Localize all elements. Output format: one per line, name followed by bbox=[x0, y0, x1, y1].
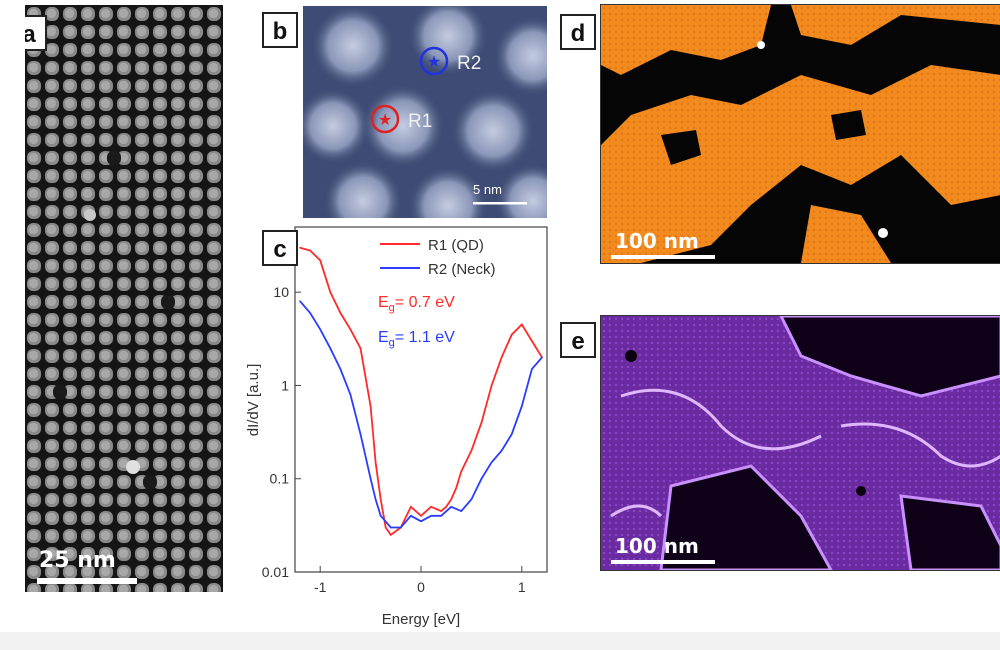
data-point bbox=[460, 510, 463, 512]
panel-d-label-box: d bbox=[560, 14, 596, 50]
data-point bbox=[319, 328, 321, 331]
data-point bbox=[359, 347, 362, 350]
panel-e-scale-bar bbox=[611, 560, 715, 564]
marker-r1: ★ R1 bbox=[370, 104, 432, 134]
panel-e-image: e 100 nm bbox=[600, 315, 1000, 571]
data-point bbox=[389, 534, 392, 536]
legend: R1 (QD) R2 (Neck) bbox=[380, 237, 496, 278]
panel-a-label: a bbox=[25, 15, 47, 51]
data-point bbox=[374, 498, 377, 501]
panel-a-scale-label: 25 nm bbox=[39, 548, 116, 573]
data-point bbox=[445, 506, 447, 508]
y-tick-label: 0.1 bbox=[270, 471, 290, 487]
data-point bbox=[369, 405, 372, 407]
y-tick-label: 1 bbox=[281, 377, 289, 393]
data-point bbox=[379, 515, 382, 517]
plot-frame bbox=[294, 226, 548, 573]
data-point bbox=[410, 506, 412, 508]
data-point bbox=[329, 347, 332, 350]
data-point bbox=[384, 526, 387, 529]
data-point bbox=[319, 259, 321, 262]
series-line-r2-neck bbox=[299, 300, 543, 529]
data-point bbox=[510, 433, 513, 436]
data-point bbox=[510, 333, 513, 336]
data-point bbox=[299, 300, 301, 303]
panel-b-scale-bar bbox=[473, 202, 527, 205]
panel-e-label-box: e bbox=[560, 322, 596, 358]
data-point bbox=[541, 356, 543, 359]
data-point bbox=[480, 421, 483, 424]
didv-chart: 0.01 0.1 1 10 -1 0 1 R1 (QD) R2 (Neck) Eg= 0.7… bbox=[245, 226, 548, 628]
data-point bbox=[440, 515, 442, 517]
legend-label-r2: R2 (Neck) bbox=[428, 261, 496, 278]
data-point bbox=[450, 498, 453, 501]
legend-label-r1: R1 (QD) bbox=[428, 237, 484, 254]
panel-b-label-box: b bbox=[262, 12, 298, 48]
data-point bbox=[470, 449, 473, 452]
panel-b-topography: ★ R2 ★ R1 5 nm bbox=[303, 6, 547, 218]
data-point bbox=[339, 312, 342, 314]
svg-text:★: ★ bbox=[378, 112, 392, 129]
y-axis-label: dI/dV [a.u.] bbox=[245, 364, 262, 437]
data-point bbox=[531, 368, 533, 370]
data-point bbox=[339, 368, 342, 370]
panel-d-map bbox=[601, 5, 1000, 263]
data-point bbox=[379, 498, 382, 501]
data-point bbox=[500, 449, 503, 452]
annotation-eg-r1: Eg= 0.7 eV bbox=[378, 294, 455, 314]
data-point bbox=[500, 356, 503, 359]
data-point bbox=[309, 312, 311, 314]
data-point bbox=[329, 291, 332, 293]
panel-b-image: ★ R2 ★ R1 5 nm b bbox=[303, 6, 547, 218]
y-tick-label: 10 bbox=[273, 284, 289, 300]
data-point bbox=[455, 486, 458, 489]
data-point bbox=[299, 246, 301, 249]
data-point bbox=[490, 384, 493, 387]
data-point bbox=[389, 526, 392, 529]
panel-e-map bbox=[601, 316, 1000, 570]
data-point bbox=[490, 461, 493, 464]
data-point bbox=[369, 477, 372, 480]
y-tick-label: 0.01 bbox=[262, 564, 289, 580]
marker-r2-label: R2 bbox=[457, 53, 481, 74]
data-point bbox=[410, 515, 412, 517]
data-point bbox=[420, 520, 422, 523]
data-point bbox=[450, 506, 453, 508]
panel-c-chart: 0.01 0.1 1 10 -1 0 1 R1 (QD) R2 (Neck) Eg= 0.7… bbox=[240, 222, 555, 632]
marker-r1-label: R1 bbox=[408, 111, 432, 132]
marker-r2: ★ R2 bbox=[419, 46, 481, 76]
data-point bbox=[521, 323, 523, 326]
panel-d-scale-label: 100 nm bbox=[615, 229, 699, 253]
data-point bbox=[349, 328, 352, 331]
panel-a-superlattice bbox=[25, 5, 223, 592]
data-point bbox=[460, 470, 463, 473]
data-point bbox=[374, 461, 377, 464]
panel-a-scale-bar bbox=[37, 578, 137, 584]
panel-b-scale-label: 5 nm bbox=[473, 182, 502, 197]
x-axis-label: Energy [eV] bbox=[382, 611, 460, 628]
data-point bbox=[440, 510, 442, 512]
data-point bbox=[400, 526, 402, 529]
data-point bbox=[420, 515, 422, 517]
data-point bbox=[349, 393, 352, 396]
data-point bbox=[359, 433, 362, 436]
x-tick-label: -1 bbox=[314, 579, 327, 595]
footer-strip bbox=[0, 632, 1000, 650]
data-point bbox=[470, 498, 473, 501]
data-point bbox=[430, 515, 432, 517]
data-point bbox=[480, 477, 483, 480]
annotation-eg-r2: Eg= 1.1 eV bbox=[378, 329, 455, 349]
x-tick-label: 1 bbox=[518, 579, 526, 595]
panel-a-image: a 25 nm bbox=[25, 5, 223, 592]
data-point bbox=[430, 506, 432, 508]
data-point bbox=[521, 405, 523, 407]
data-point bbox=[531, 340, 533, 342]
panel-d-image: d 100 nm bbox=[600, 4, 1000, 264]
svg-text:★: ★ bbox=[427, 54, 441, 71]
panel-c-label: c bbox=[262, 230, 298, 266]
panel-d-scale-bar bbox=[611, 255, 715, 259]
data-point bbox=[309, 249, 311, 252]
x-tick-label: 0 bbox=[417, 579, 425, 595]
panel-e-scale-label: 100 nm bbox=[615, 534, 699, 558]
